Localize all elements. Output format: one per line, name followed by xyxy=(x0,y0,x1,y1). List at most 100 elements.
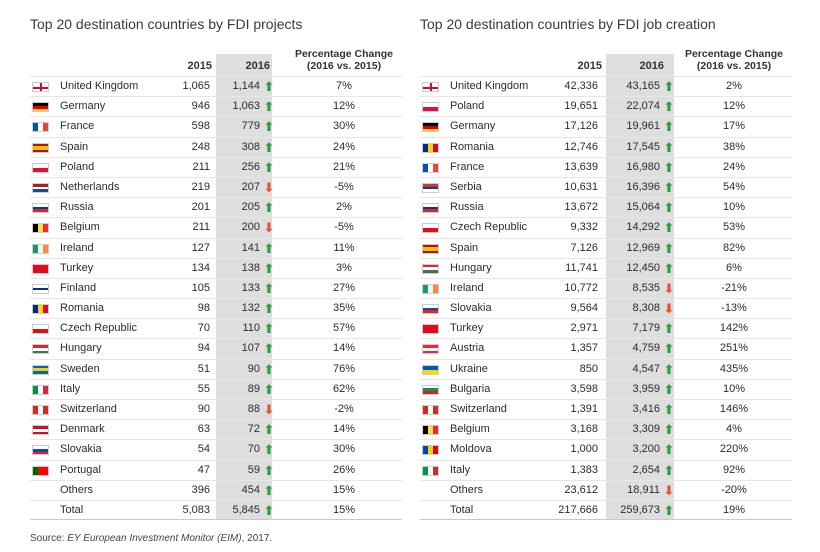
value-2015: 598 xyxy=(191,120,210,133)
country-name: Germany xyxy=(450,120,496,133)
value-2016: 16,980 xyxy=(626,160,660,173)
value-2016: 110 xyxy=(242,322,260,335)
value-2016: 779 xyxy=(241,120,260,133)
percentage-change: -21% xyxy=(721,281,747,294)
value-2016: 12,969 xyxy=(626,241,660,254)
country-name: Poland xyxy=(450,100,485,113)
country-flag-icon xyxy=(422,405,439,415)
up-arrow-icon: ⬆ xyxy=(663,462,675,478)
country-name: Switzerland xyxy=(450,403,507,415)
percentage-change: -5% xyxy=(334,180,354,193)
country-flag-icon xyxy=(32,182,49,193)
value-2016: 205 xyxy=(241,201,260,214)
percentage-change: 14% xyxy=(332,342,356,355)
country-name: Moldova xyxy=(450,443,492,456)
country-name: Spain xyxy=(60,140,89,153)
country-flag-icon xyxy=(32,243,49,254)
value-2016: 256 xyxy=(241,160,260,173)
country-name: Russia xyxy=(60,201,94,214)
table-row: Romania 12,746 17,545 ⬆ 38% xyxy=(420,136,792,157)
value-2015: 211 xyxy=(192,160,210,173)
percentage-change: 220% xyxy=(719,443,749,456)
percentage-change: 24% xyxy=(722,160,746,173)
table-row: Sweden 51 90 ⬆ 76% xyxy=(30,358,402,379)
value-2015: 219 xyxy=(191,180,210,193)
country-name: Total xyxy=(60,503,84,516)
up-arrow-icon: ⬆ xyxy=(263,422,275,438)
up-arrow-icon: ⬆ xyxy=(263,200,275,216)
country-name: Slovakia xyxy=(60,443,102,456)
up-arrow-icon: ⬆ xyxy=(263,99,275,115)
country-name: Others xyxy=(60,483,94,496)
table-row: Turkey 2,971 7,179 ⬆ 142% xyxy=(420,318,792,338)
table-row: Slovakia 9,564 8,308 ⬇ -13% xyxy=(420,298,792,318)
table-row: Italy 1,383 2,654 ⬆ 92% xyxy=(420,459,792,480)
country-flag-icon xyxy=(32,82,49,92)
country-name: Finland xyxy=(60,281,97,294)
value-2015: 1,000 xyxy=(570,443,598,456)
table-row: Romania 98 132 ⬆ 35% xyxy=(30,298,402,318)
table-row: Russia 201 205 ⬆ 2% xyxy=(30,197,402,217)
value-2016: 259,673 xyxy=(620,503,660,516)
value-2016: 3,309 xyxy=(632,423,660,436)
country-name: Sweden xyxy=(60,362,100,375)
up-arrow-icon: ⬆ xyxy=(663,159,675,175)
table-row: Others 396 454 ⬆ 15% xyxy=(30,479,402,500)
value-2016: 70 xyxy=(247,443,260,456)
header-2016: 2016 xyxy=(639,60,664,72)
value-2016: 132 xyxy=(241,302,260,315)
header-percentage-change: Percentage Change (2016 vs. 2015) xyxy=(684,48,784,72)
value-2016: 4,759 xyxy=(632,342,660,355)
country-name: Others xyxy=(450,483,484,496)
up-arrow-icon: ⬆ xyxy=(263,502,275,518)
country-flag-icon xyxy=(422,223,439,234)
value-2015: 13,672 xyxy=(564,201,598,214)
table-row: Russia 13,672 15,064 ⬆ 10% xyxy=(420,197,792,217)
percentage-change: 30% xyxy=(332,120,356,133)
percentage-change: 15% xyxy=(332,503,356,516)
country-flag-icon xyxy=(422,425,439,436)
value-2016: 7,179 xyxy=(632,322,660,335)
percentage-change: 92% xyxy=(722,463,746,476)
up-arrow-icon: ⬆ xyxy=(263,442,275,458)
value-2016: 5,845 xyxy=(232,503,260,516)
value-2015: 13,639 xyxy=(564,160,598,173)
country-flag-icon xyxy=(422,203,439,214)
country-flag-icon xyxy=(32,364,49,375)
country-name: Portugal xyxy=(60,463,101,476)
percentage-change: -20% xyxy=(721,483,747,496)
percentage-change: 146% xyxy=(719,403,749,415)
country-name: Ireland xyxy=(60,241,94,254)
table-row: Total 5,083 5,845 ⬆ 15% xyxy=(30,499,402,521)
country-name: France xyxy=(450,160,485,173)
country-name: Denmark xyxy=(60,423,105,436)
percentage-change: 54% xyxy=(722,180,746,193)
percentage-change: 2% xyxy=(336,201,352,214)
table-row: Moldova 1,000 3,200 ⬆ 220% xyxy=(420,439,792,459)
value-2016: 16,396 xyxy=(626,180,660,193)
percentage-change: -5% xyxy=(334,221,354,234)
country-name: Romania xyxy=(450,140,495,153)
value-2016: 207 xyxy=(241,180,260,193)
value-2015: 5,083 xyxy=(182,503,210,516)
value-2016: 3,200 xyxy=(632,443,660,456)
value-2016: 200 xyxy=(241,221,260,234)
value-2016: 3,959 xyxy=(632,382,660,395)
country-name: United Kingdom xyxy=(450,80,529,92)
percentage-change: 2% xyxy=(726,80,742,92)
value-2015: 396 xyxy=(191,483,210,496)
table-row: Hungary 11,741 12,450 ⬆ 6% xyxy=(420,257,792,278)
value-2016: 308 xyxy=(241,140,260,153)
value-2016: 14,292 xyxy=(626,221,660,234)
up-arrow-icon: ⬆ xyxy=(263,139,275,155)
up-arrow-icon: ⬆ xyxy=(663,200,675,216)
up-arrow-icon: ⬆ xyxy=(263,79,275,94)
column-highlight-2016 xyxy=(606,54,674,76)
country-name: Slovakia xyxy=(450,302,492,315)
up-arrow-icon: ⬆ xyxy=(663,321,675,337)
country-name: United Kingdom xyxy=(60,80,139,92)
up-arrow-icon: ⬆ xyxy=(663,240,675,256)
fdi-jobs-header: 2015 2016 Percentage Change (2016 vs. 20… xyxy=(420,36,792,76)
value-2016: 89 xyxy=(247,382,260,395)
percentage-change: 142% xyxy=(719,322,749,335)
